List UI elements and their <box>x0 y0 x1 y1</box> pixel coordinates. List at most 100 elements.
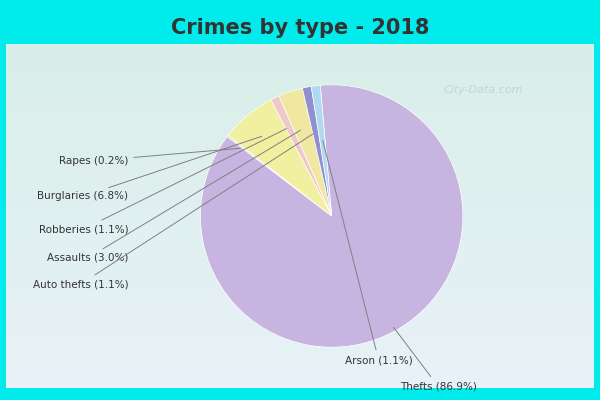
Bar <box>6 192 594 195</box>
Wedge shape <box>227 135 332 216</box>
Bar <box>6 116 594 120</box>
Wedge shape <box>302 86 332 216</box>
Bar <box>6 140 594 144</box>
Bar <box>6 326 594 330</box>
Bar <box>6 257 594 261</box>
Bar <box>6 226 594 230</box>
Bar <box>6 158 594 161</box>
Bar <box>6 247 594 250</box>
Bar <box>6 285 594 288</box>
Bar <box>6 113 594 116</box>
Bar <box>6 295 594 298</box>
Bar <box>6 99 594 102</box>
Bar <box>6 268 594 271</box>
Bar <box>6 330 594 333</box>
Bar <box>6 230 594 233</box>
Text: Rapes (0.2%): Rapes (0.2%) <box>59 148 241 166</box>
Bar <box>6 220 594 223</box>
Bar <box>6 357 594 360</box>
Bar <box>6 316 594 319</box>
Bar <box>6 309 594 312</box>
Bar <box>6 126 594 130</box>
Bar <box>6 381 594 384</box>
Bar <box>6 161 594 164</box>
Wedge shape <box>271 96 332 216</box>
Bar <box>6 44 594 48</box>
Bar <box>6 288 594 292</box>
Bar <box>6 367 594 371</box>
Bar <box>6 54 594 58</box>
Bar <box>6 298 594 302</box>
Bar <box>6 384 594 388</box>
Wedge shape <box>200 85 463 347</box>
Bar <box>6 75 594 78</box>
Bar <box>6 254 594 257</box>
Bar <box>6 106 594 109</box>
Bar <box>6 354 594 357</box>
Bar <box>6 199 594 202</box>
Bar <box>6 151 594 154</box>
Bar <box>6 185 594 188</box>
Bar <box>6 130 594 134</box>
Bar <box>6 171 594 175</box>
Bar <box>6 144 594 147</box>
Bar <box>6 109 594 113</box>
Wedge shape <box>279 88 332 216</box>
Bar <box>6 371 594 374</box>
Bar <box>6 340 594 343</box>
Bar <box>6 195 594 199</box>
Bar <box>6 134 594 137</box>
Bar <box>6 164 594 168</box>
Bar <box>6 250 594 254</box>
Bar <box>6 343 594 347</box>
Bar <box>6 154 594 158</box>
Text: Robberies (1.1%): Robberies (1.1%) <box>38 128 287 234</box>
Bar <box>6 206 594 209</box>
Bar <box>6 306 594 309</box>
Bar <box>6 92 594 96</box>
Bar <box>6 68 594 72</box>
Bar <box>6 264 594 268</box>
Bar <box>6 61 594 65</box>
Bar <box>6 89 594 92</box>
Wedge shape <box>228 100 332 216</box>
Bar <box>6 364 594 367</box>
Bar <box>6 102 594 106</box>
Bar <box>6 209 594 212</box>
Text: Burglaries (6.8%): Burglaries (6.8%) <box>37 136 262 201</box>
Bar <box>6 96 594 99</box>
Bar <box>6 360 594 364</box>
Bar <box>6 72 594 75</box>
Bar <box>6 48 594 51</box>
Text: City-Data.com: City-Data.com <box>444 85 523 95</box>
Bar <box>6 374 594 378</box>
Bar <box>6 178 594 182</box>
Bar <box>6 278 594 281</box>
Bar <box>6 271 594 274</box>
Bar <box>6 378 594 381</box>
Bar <box>6 175 594 178</box>
Text: Assaults (3.0%): Assaults (3.0%) <box>47 130 301 263</box>
Bar <box>6 123 594 126</box>
Bar <box>6 233 594 237</box>
Bar <box>6 237 594 240</box>
Bar <box>6 82 594 85</box>
Bar <box>6 347 594 350</box>
Bar <box>6 202 594 206</box>
Bar <box>6 147 594 151</box>
Bar <box>6 51 594 54</box>
Text: Thefts (86.9%): Thefts (86.9%) <box>394 327 477 392</box>
Wedge shape <box>311 85 332 216</box>
Bar <box>6 292 594 295</box>
Bar <box>6 212 594 216</box>
Bar <box>6 120 594 123</box>
Bar <box>6 168 594 171</box>
Bar <box>6 350 594 354</box>
Bar <box>6 274 594 278</box>
Bar <box>6 323 594 326</box>
Bar <box>6 65 594 68</box>
Bar <box>6 336 594 340</box>
Text: Auto thefts (1.1%): Auto thefts (1.1%) <box>32 134 313 289</box>
Bar <box>6 85 594 89</box>
Bar <box>6 333 594 336</box>
